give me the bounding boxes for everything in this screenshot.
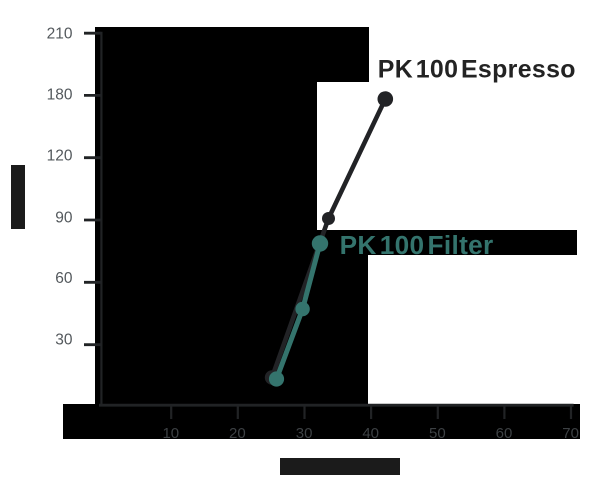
svg-text:70: 70 bbox=[562, 425, 579, 442]
svg-text:120: 120 bbox=[47, 148, 73, 165]
svg-text:60: 60 bbox=[496, 425, 513, 442]
svg-text:20: 20 bbox=[229, 425, 246, 442]
svg-text:60: 60 bbox=[55, 270, 73, 287]
svg-text:40: 40 bbox=[362, 425, 379, 442]
svg-text:30: 30 bbox=[296, 425, 313, 442]
svg-text:90: 90 bbox=[55, 210, 73, 227]
svg-text:180: 180 bbox=[47, 87, 73, 104]
svg-text:50: 50 bbox=[429, 425, 446, 442]
svg-text:PK 100 Filter: PK 100 Filter bbox=[340, 230, 494, 260]
svg-text:10: 10 bbox=[162, 425, 179, 442]
svg-text:30: 30 bbox=[55, 332, 73, 349]
svg-text:210: 210 bbox=[47, 25, 73, 42]
svg-text:PK 100 Espresso: PK 100 Espresso bbox=[378, 56, 576, 84]
